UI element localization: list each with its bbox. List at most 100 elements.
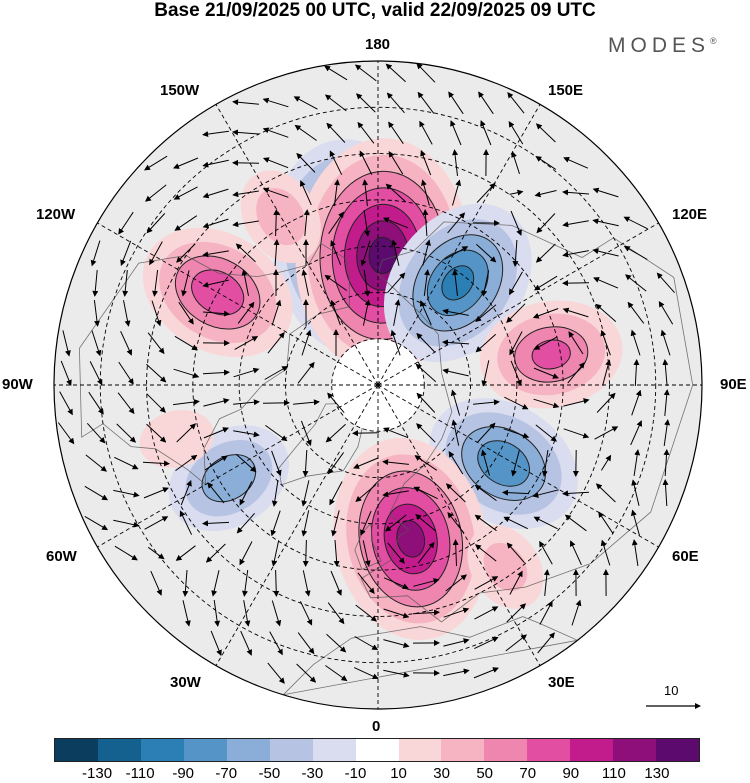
wind-arrow [150, 570, 162, 596]
wind-arrow [385, 514, 407, 532]
wind-arrow [539, 600, 553, 625]
wind-arrow [416, 332, 436, 353]
colorbar-label: -110 [125, 765, 155, 782]
colorbar-swatch [527, 739, 571, 761]
wind-arrow [452, 179, 462, 206]
wind-arrow [211, 570, 220, 597]
wind-arrow [476, 182, 496, 203]
wind-arrow [422, 209, 429, 237]
colorbar-swatch [355, 739, 399, 761]
wind-arrow [388, 121, 404, 144]
wind-arrow [562, 189, 590, 196]
wind-arrow [444, 246, 469, 260]
anomaly-center [383, 203, 532, 363]
wind-arrow [239, 481, 253, 506]
meridian-line [97, 222, 379, 386]
wind-arrow [533, 516, 558, 530]
wind-arrow [327, 392, 345, 414]
wind-arrow [423, 269, 431, 296]
wind-arrow [267, 332, 285, 354]
wind-arrow [663, 389, 670, 416]
wind-arrow [506, 603, 527, 623]
wind-arrow [504, 396, 529, 410]
lon-label-0: 0 [372, 718, 381, 735]
wind-arrow [330, 239, 342, 266]
wind-arrow [267, 662, 285, 684]
brand-name: MODES [608, 34, 711, 57]
wind-arrow [562, 490, 590, 497]
wind-arrow [602, 359, 611, 386]
wind-arrow [118, 211, 134, 235]
lon-label-120w: 120W [36, 206, 76, 223]
wind-arrow [151, 300, 162, 327]
wind-arrow [416, 62, 436, 83]
wind-arrow [302, 570, 311, 597]
wind-arrow [353, 667, 379, 680]
wind-arrow [327, 452, 345, 475]
wind-arrow [417, 541, 435, 564]
wind-arrow [360, 510, 372, 536]
wind-arrow [510, 210, 522, 236]
wind-arrow [627, 301, 645, 324]
colorbar-label: 50 [476, 765, 493, 782]
wind-arrow [303, 209, 310, 236]
map-title: Base 21/09/2025 00 UTC, valid 22/09/2025… [154, 0, 596, 21]
wind-arrow [473, 667, 499, 679]
map-border [53, 60, 703, 710]
wind-arrow [505, 634, 527, 652]
wind-arrow [62, 330, 71, 357]
wind-arrow [571, 599, 582, 626]
wind-arrow [595, 483, 616, 503]
wind-arrow [450, 389, 461, 416]
colorbar-label: -70 [215, 765, 238, 782]
wind-arrow [475, 304, 497, 322]
wind-arrow [533, 367, 559, 379]
meridian-line [97, 384, 379, 548]
wind-arrow [293, 96, 318, 110]
wind-arrow [232, 220, 259, 228]
wind-arrow [262, 97, 289, 108]
wind-arrow [362, 299, 371, 326]
lon-label-60w: 60W [46, 548, 77, 565]
wind-arrow [300, 420, 312, 447]
wind-arrow [329, 150, 343, 175]
wind-arrow [299, 601, 313, 626]
wind-arrow [236, 512, 255, 534]
wind-arrow [326, 122, 346, 143]
wind-arrow [324, 94, 347, 112]
wind-arrow [202, 279, 229, 288]
wind-arrow [113, 489, 140, 498]
wind-arrow [210, 630, 222, 657]
colorbar-swatch [570, 739, 614, 761]
wind-arrow [120, 240, 132, 267]
wind-arrow [390, 329, 401, 356]
wind-arrow [202, 188, 229, 199]
wind-arrow [331, 510, 340, 537]
colorbar-label: -10 [344, 765, 367, 782]
wind-arrow [333, 539, 340, 567]
meridian-line [215, 384, 379, 666]
wind-arrow [658, 300, 674, 325]
wind-arrow [506, 542, 525, 564]
wind-arrow [357, 572, 375, 594]
wind-arrow [475, 333, 497, 353]
wind-arrow [481, 270, 490, 297]
colorbar-swatch [55, 739, 98, 761]
wind-arrow [144, 516, 169, 530]
wind-arrow [445, 483, 466, 503]
wind-arrow [273, 209, 280, 237]
anomaly-contour [201, 454, 257, 503]
wind-arrow [480, 449, 490, 476]
lon-label-30e: 30E [548, 674, 575, 691]
wind-arrow [512, 239, 519, 267]
wind-arrow [113, 519, 140, 528]
wind-arrow [511, 450, 520, 477]
graticule [54, 61, 702, 709]
latitude-circle [331, 338, 425, 432]
wind-arrow [202, 369, 230, 376]
wind-arrow [270, 510, 281, 537]
wind-arrow [147, 332, 165, 355]
wind-arrow [92, 270, 99, 297]
wind-arrow [416, 423, 436, 443]
colorbar-swatch [97, 739, 141, 761]
